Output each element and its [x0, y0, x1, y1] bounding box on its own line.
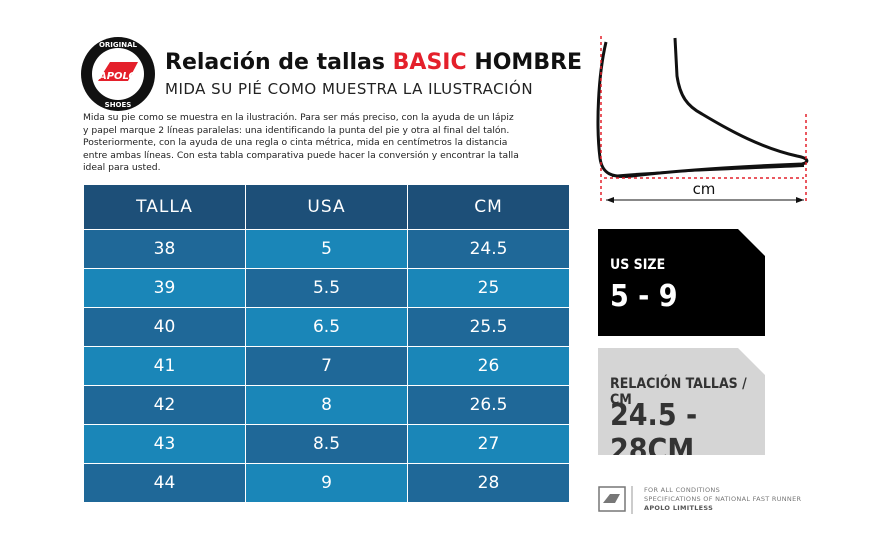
- table-cell: 27: [407, 424, 570, 464]
- table-cell: 28: [407, 463, 570, 503]
- logo: ORIGINAL APOLO SHOES: [81, 37, 155, 111]
- table-row: 39 5.5 25: [83, 268, 570, 308]
- cm-size-box: RELACIÓN TALLAS / CM 24.5 - 28CM: [598, 348, 765, 455]
- table-row: 44 9 28: [83, 463, 570, 503]
- description-line: Mida su pie como se muestra en la ilustr…: [83, 112, 514, 123]
- table-cell: 41: [83, 346, 246, 386]
- header-cell: TALLA: [83, 184, 246, 230]
- foot-illustration: cm: [596, 36, 809, 204]
- table-cell: 9: [245, 463, 408, 503]
- table-cell: 24.5: [407, 229, 570, 269]
- footer-line: SPECIFICATIONS OF NATIONAL FAST RUNNER: [644, 495, 802, 503]
- table-cell: 38: [83, 229, 246, 269]
- header-cell: USA: [245, 184, 408, 230]
- table-cell: 26: [407, 346, 570, 386]
- table-cell: 8.5: [245, 424, 408, 464]
- header-cell: CM: [407, 184, 570, 230]
- table-cell: 43: [83, 424, 246, 464]
- table-cell: 44: [83, 463, 246, 503]
- table-cell: 39: [83, 268, 246, 308]
- measure-label: cm: [693, 180, 716, 198]
- table-cell: 25: [407, 268, 570, 308]
- table-cell: 7: [245, 346, 408, 386]
- table-row: 41 7 26: [83, 346, 570, 386]
- size-table: TALLA USA CM 38 5 24.5 39 5.5 25 40 6.5 25.5 41 7 26 42…: [83, 184, 570, 503]
- title-highlight: BASIC: [392, 50, 467, 75]
- logo-top: ORIGINAL: [99, 41, 138, 49]
- cm-size-label: RELACIÓN TALLAS / CM: [610, 376, 747, 408]
- title: Relación de tallas BASIC HOMBRE: [165, 50, 582, 75]
- table-cell: 5: [245, 229, 408, 269]
- description-line: ideal para usted.: [83, 162, 161, 174]
- table-cell: 25.5: [407, 307, 570, 347]
- subtitle: MIDA SU PIÉ COMO MUESTRA LA ILUSTRACIÓN: [165, 80, 534, 98]
- table-cell: 40: [83, 307, 246, 347]
- description-line: entre ambas líneas. Con esta tabla compa…: [83, 149, 519, 161]
- table-cell: 5.5: [245, 268, 408, 308]
- footer-icon: [598, 486, 633, 514]
- header-row: TALLA USA CM: [83, 184, 570, 230]
- title-end: HOMBRE: [474, 50, 583, 75]
- us-size-box: US SIZE 5 - 9: [598, 229, 765, 336]
- table-row: 43 8.5 27: [83, 424, 570, 464]
- logo-bottom: SHOES: [105, 101, 132, 109]
- cm-size-value: 24.5 - 28CM: [610, 398, 698, 468]
- logo-brand: APOLO: [98, 71, 138, 82]
- table-cell: 8: [245, 385, 408, 425]
- footer-line: APOLO LIMITLESS: [644, 504, 714, 512]
- table-row: 38 5 24.5: [83, 229, 570, 269]
- table-cell: 6.5: [245, 307, 408, 347]
- description-line: y papel marque 2 líneas paralelas: una i…: [83, 124, 510, 136]
- table-cell: 26.5: [407, 385, 570, 425]
- footer-line: FOR ALL CONDITIONS: [644, 486, 721, 494]
- table-cell: 42: [83, 385, 246, 425]
- table-row: 40 6.5 25.5: [83, 307, 570, 347]
- title-start: Relación de tallas: [165, 50, 385, 75]
- description-line: Posteriormente, con la ayuda de una regl…: [83, 137, 508, 149]
- table-row: 42 8 26.5: [83, 385, 570, 425]
- us-size-label: US SIZE: [610, 257, 666, 273]
- us-size-value: 5 - 9: [610, 279, 678, 314]
- description: Mida su pie como se muestra en la ilustr…: [83, 112, 583, 175]
- footer-text: FOR ALL CONDITIONS SPECIFICATIONS OF NAT…: [644, 486, 801, 513]
